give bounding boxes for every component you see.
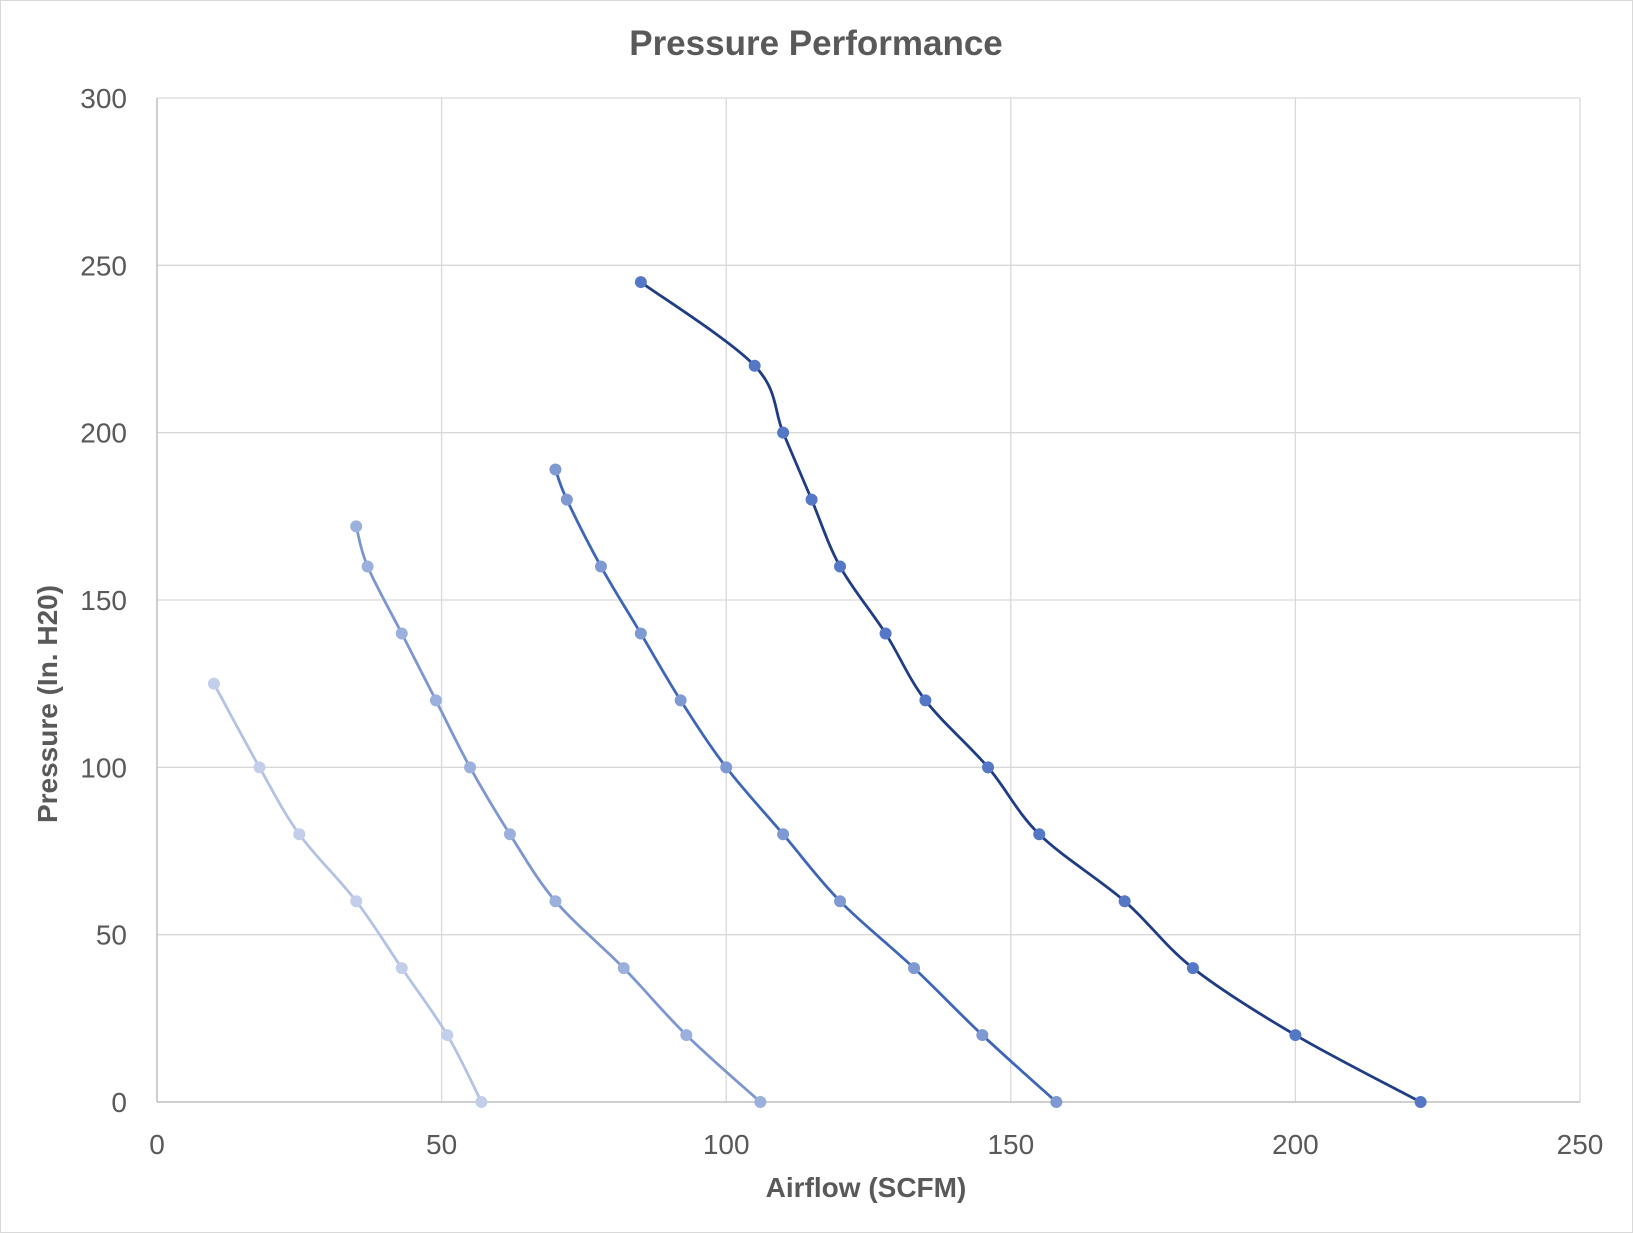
series-3-point-3 bbox=[594, 560, 607, 573]
series-1-point-6 bbox=[441, 1029, 454, 1042]
series-2-line bbox=[354, 524, 762, 1104]
series-4-point-12 bbox=[1289, 1029, 1302, 1042]
series-1-point-7 bbox=[475, 1096, 488, 1108]
series-layer bbox=[207, 276, 1427, 1108]
x-tick-label-3: 150 bbox=[987, 1129, 1034, 1160]
x-tick-label-5: 250 bbox=[1557, 1129, 1604, 1160]
y-tick-label-4: 200 bbox=[80, 418, 127, 449]
series-3-point-2 bbox=[560, 493, 573, 506]
y-tick-label-3: 150 bbox=[80, 585, 127, 616]
series-3-point-9 bbox=[908, 962, 921, 975]
series-1-point-2 bbox=[253, 761, 266, 774]
series-4-point-3 bbox=[777, 426, 790, 439]
series-2-point-8 bbox=[617, 962, 630, 975]
series-2-point-7 bbox=[549, 895, 562, 908]
x-tick-label-0: 0 bbox=[149, 1129, 165, 1160]
series-4-point-7 bbox=[919, 694, 932, 707]
series-4 bbox=[634, 276, 1427, 1108]
series-3-point-6 bbox=[720, 761, 733, 774]
y-tick-label-2: 100 bbox=[80, 752, 127, 783]
y-tick-label-0: 0 bbox=[111, 1087, 127, 1118]
series-1-point-3 bbox=[293, 828, 306, 841]
series-3-point-7 bbox=[777, 828, 790, 841]
tick-labels: 0 50 100 150 200 250 300 0 50 100 150 200 250 bbox=[80, 83, 1603, 1160]
series-2-point-9 bbox=[680, 1029, 693, 1042]
x-axis-label: Airflow (SCFM) bbox=[766, 1172, 967, 1203]
series-2 bbox=[350, 520, 767, 1108]
series-4-line bbox=[639, 280, 1423, 1104]
series-3-point-8 bbox=[834, 895, 847, 908]
series-4-point-11 bbox=[1186, 962, 1199, 975]
series-3 bbox=[549, 463, 1063, 1108]
series-2-point-3 bbox=[395, 627, 408, 640]
y-axis-label: Pressure (In. H20) bbox=[32, 585, 63, 823]
series-4-point-10 bbox=[1118, 895, 1131, 908]
series-3-point-1 bbox=[549, 463, 562, 476]
y-tick-label-6: 300 bbox=[80, 83, 127, 114]
series-4-point-8 bbox=[982, 761, 995, 774]
series-4-point-6 bbox=[879, 627, 892, 640]
series-4-point-2 bbox=[748, 359, 761, 372]
series-4-point-1 bbox=[634, 276, 647, 289]
chart-title: Pressure Performance bbox=[629, 24, 1003, 63]
series-1-point-4 bbox=[350, 895, 363, 908]
series-3-point-5 bbox=[674, 694, 687, 707]
series-3-point-4 bbox=[634, 627, 647, 640]
y-tick-label-1: 50 bbox=[96, 920, 127, 951]
series-2-point-5 bbox=[464, 761, 477, 774]
series-2-point-6 bbox=[503, 828, 516, 841]
series-4-point-13 bbox=[1414, 1096, 1427, 1108]
series-3-line bbox=[554, 468, 1058, 1104]
series-2-point-4 bbox=[429, 694, 442, 707]
axis-layer bbox=[156, 98, 1580, 1103]
series-4-point-9 bbox=[1033, 828, 1046, 841]
x-tick-label-4: 200 bbox=[1272, 1129, 1319, 1160]
grid-layer bbox=[157, 97, 1581, 1102]
series-1-point-5 bbox=[395, 962, 408, 975]
series-3-point-11 bbox=[1050, 1096, 1063, 1108]
series-2-point-1 bbox=[350, 520, 363, 533]
series-2-point-2 bbox=[361, 560, 374, 573]
y-tick-label-5: 250 bbox=[80, 250, 127, 281]
x-tick-label-2: 100 bbox=[703, 1129, 750, 1160]
series-2-point-10 bbox=[754, 1096, 767, 1108]
series-1 bbox=[207, 677, 488, 1108]
series-4-point-4 bbox=[805, 493, 818, 506]
series-3-point-10 bbox=[976, 1029, 989, 1042]
series-4-point-5 bbox=[834, 560, 847, 573]
x-tick-label-1: 50 bbox=[426, 1129, 457, 1160]
series-1-point-1 bbox=[207, 677, 220, 690]
